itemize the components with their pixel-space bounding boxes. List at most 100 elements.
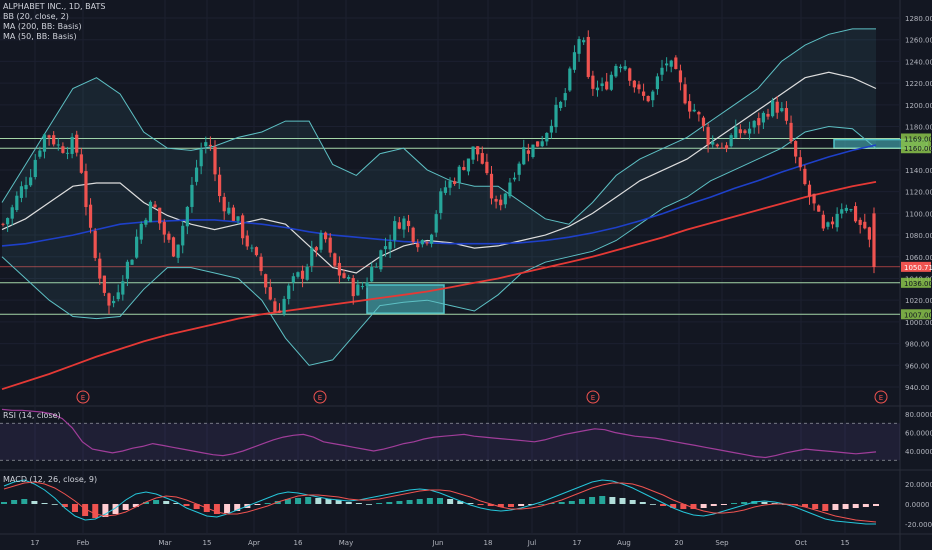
macd-histogram-bar <box>680 504 687 509</box>
candle-body <box>697 111 701 115</box>
candle-body <box>600 83 604 87</box>
candle-body <box>264 274 268 288</box>
candle-body <box>688 101 692 112</box>
macd-histogram-bar <box>710 504 717 506</box>
candle-body <box>609 74 613 90</box>
macd-histogram-bar <box>832 504 839 510</box>
candle-body <box>70 136 74 154</box>
ma50-indicator-label[interactable]: MA (50, BB: Basis) <box>3 32 77 41</box>
ma200-line <box>1 144 877 247</box>
candle-body <box>522 147 526 165</box>
candle-body <box>775 101 779 113</box>
candle-body <box>305 266 309 280</box>
macd-histogram-bar <box>112 504 119 514</box>
macd-histogram-bar <box>700 504 707 508</box>
ma200-indicator-label[interactable]: MA (200, BB: Basis) <box>3 22 82 31</box>
candle-body <box>135 236 139 258</box>
candle-body <box>554 104 558 128</box>
candle-body <box>29 177 33 186</box>
candle-body <box>858 219 862 225</box>
candle-body <box>439 191 443 213</box>
candle-body <box>397 222 401 229</box>
candle-body <box>420 240 424 245</box>
candle-body <box>107 293 111 306</box>
price-tick-label: 1200.00 <box>905 102 932 110</box>
candle-body <box>24 184 28 190</box>
time-tick-label: 15 <box>841 539 850 547</box>
price-tag-bg <box>901 277 931 288</box>
candle-body <box>572 52 577 70</box>
candle-body <box>19 186 24 198</box>
macd-histogram-bar <box>649 504 656 505</box>
earnings-marker-icon <box>586 390 600 404</box>
candle-body <box>88 204 93 228</box>
candle-body <box>674 57 678 69</box>
candle-body <box>434 214 438 233</box>
price-tick-label: 1240.00 <box>905 58 932 66</box>
candle-body <box>425 242 429 244</box>
candle-body <box>383 246 388 250</box>
price-tag-label: 1050.71 <box>904 264 932 272</box>
price-tag-label: 1036.00 <box>904 280 932 288</box>
candle-body <box>374 266 378 268</box>
macd-histogram-bar <box>558 502 565 504</box>
candle-body <box>15 195 19 211</box>
candle-body <box>628 68 632 81</box>
macd-histogram-bar <box>447 499 454 504</box>
candle-body <box>360 286 365 288</box>
candle-body <box>121 281 125 295</box>
candle-body <box>217 174 222 197</box>
earnings-marker-label: E <box>81 394 85 402</box>
macd-legend[interactable]: MACD (12, 26, close, 9) <box>3 475 98 484</box>
candle-body <box>540 141 544 147</box>
candle-body <box>489 173 494 199</box>
candle-body <box>872 213 876 267</box>
candle-body <box>130 259 134 265</box>
candle-body <box>139 223 143 240</box>
candle-body <box>476 146 480 155</box>
candle-body <box>167 233 171 240</box>
candle-body <box>835 213 839 228</box>
candle-body <box>480 153 484 164</box>
macd-histogram-bar <box>518 504 525 506</box>
signal-line <box>3 481 877 523</box>
macd-histogram-bar <box>670 504 677 508</box>
candle-body <box>342 273 346 278</box>
macd-histogram-bar <box>568 501 575 504</box>
candle-body <box>314 247 318 251</box>
candle-body <box>190 184 194 207</box>
price-tag-label: 1160.00 <box>904 145 932 153</box>
candle-body <box>236 216 240 221</box>
rsi-legend[interactable]: RSI (14, close) <box>3 411 61 420</box>
candle-body <box>448 181 452 188</box>
candle-body <box>323 232 328 240</box>
symbol-title[interactable]: ALPHABET INC., 1D, BATS <box>3 2 106 11</box>
macd-histogram-bar <box>92 504 99 518</box>
candle-body <box>227 207 231 214</box>
candle-body <box>512 177 517 180</box>
candle-body <box>660 67 664 75</box>
time-tick-label: 17 <box>31 539 40 547</box>
candle-body <box>42 134 47 152</box>
bb-band-fill <box>2 28 876 366</box>
macd-histogram-bar <box>1 502 7 504</box>
time-tick-label: Sep <box>715 539 729 547</box>
earnings-marker-label: E <box>591 394 595 402</box>
candle-body <box>766 113 770 117</box>
price-tick-label: 1020.00 <box>905 297 932 305</box>
macd-histogram-bar <box>264 503 271 504</box>
macd-tick-label: -20.0000 <box>905 521 932 529</box>
macd-histogram-bar <box>82 504 89 516</box>
price-tag-label: 1169.00 <box>904 135 932 143</box>
bb-indicator-label[interactable]: BB (20, close, 2) <box>3 12 69 21</box>
candle-body <box>98 258 102 279</box>
candle-body <box>144 219 148 225</box>
candle-body <box>632 80 636 88</box>
macd-histogram-bar <box>366 504 373 505</box>
candle-body <box>789 122 793 142</box>
candle-body <box>720 147 724 149</box>
candle-body <box>254 247 259 256</box>
macd-histogram-bar <box>142 502 149 504</box>
candle-body <box>711 141 715 145</box>
